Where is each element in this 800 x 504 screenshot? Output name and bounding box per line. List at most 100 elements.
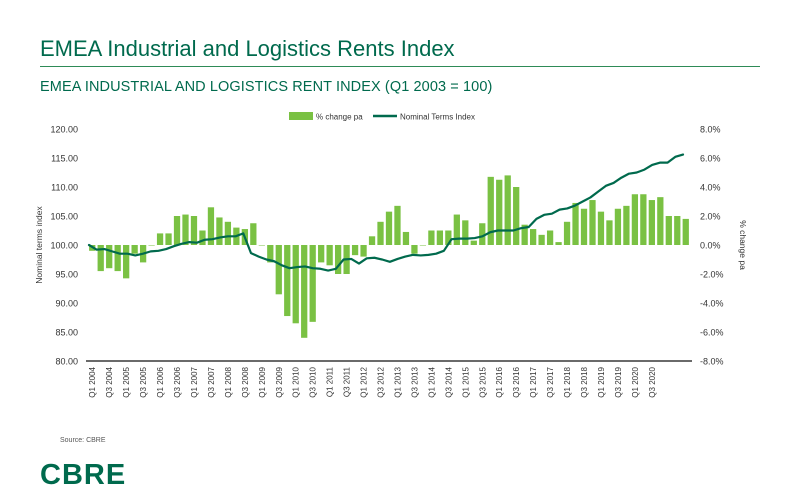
page-title: EMEA Industrial and Logistics Rents Inde… bbox=[40, 36, 455, 61]
x-tick-label: Q3 2012 bbox=[377, 366, 386, 397]
legend-swatch-bar bbox=[289, 112, 313, 120]
x-tick-label: Q3 2013 bbox=[410, 366, 419, 397]
y-left-tick-label: 100.00 bbox=[50, 241, 78, 251]
x-tick-label: Q3 2010 bbox=[309, 366, 318, 397]
x-tick-label: Q1 2012 bbox=[360, 366, 369, 397]
x-tick-label: Q1 2020 bbox=[631, 366, 640, 397]
bar bbox=[250, 223, 257, 245]
x-tick-label: Q1 2009 bbox=[258, 366, 267, 397]
bar bbox=[614, 208, 622, 245]
bar bbox=[546, 230, 554, 245]
bar bbox=[665, 216, 672, 245]
bar bbox=[419, 245, 427, 246]
bar bbox=[496, 179, 503, 245]
bar bbox=[123, 245, 130, 279]
bar bbox=[513, 187, 520, 245]
title-divider bbox=[40, 66, 760, 67]
bar bbox=[216, 217, 223, 245]
x-tick-label: Q3 2019 bbox=[614, 366, 623, 397]
x-tick-label: Q3 2011 bbox=[343, 366, 352, 397]
index-line bbox=[87, 153, 685, 272]
rent-index-chart: % change pa Nominal Terms Index 120.00 115… bbox=[34, 112, 748, 398]
bar bbox=[394, 205, 401, 245]
x-tick-label: Q1 2019 bbox=[597, 366, 606, 397]
chart-legend: % change pa Nominal Terms Index bbox=[289, 112, 475, 122]
bar bbox=[436, 230, 444, 245]
y-right-tick-label: 2.0% bbox=[700, 212, 721, 222]
legend-label-line: Nominal Terms Index bbox=[400, 113, 475, 122]
bar bbox=[453, 214, 460, 245]
x-tick-label: Q1 2014 bbox=[427, 366, 436, 397]
bar bbox=[470, 240, 477, 245]
x-tick-label: Q3 2016 bbox=[512, 366, 521, 397]
x-tick-label: Q1 2017 bbox=[529, 366, 538, 397]
bar bbox=[572, 202, 579, 245]
bar bbox=[360, 245, 367, 257]
bar bbox=[156, 233, 164, 245]
bar bbox=[284, 245, 291, 317]
y-right-tick-label: 8.0% bbox=[700, 125, 721, 135]
y-left-tick-label: 95.00 bbox=[55, 270, 78, 280]
bar bbox=[106, 245, 113, 269]
x-tick-label: Q3 2014 bbox=[444, 366, 453, 397]
bar bbox=[597, 211, 605, 245]
x-tick-label: Q1 2006 bbox=[156, 366, 165, 397]
y-right-tick-label: 6.0% bbox=[700, 154, 721, 164]
bar bbox=[555, 242, 562, 245]
bar bbox=[275, 245, 282, 295]
x-tick-label: Q1 2011 bbox=[326, 366, 335, 397]
bar bbox=[190, 216, 198, 245]
bar bbox=[97, 245, 104, 272]
x-tick-label: Q3 2015 bbox=[478, 366, 487, 397]
x-tick-label: Q3 2004 bbox=[105, 366, 114, 397]
x-tick-label: Q1 2008 bbox=[224, 366, 233, 397]
y-right-tick-label: 4.0% bbox=[700, 183, 721, 193]
bar bbox=[623, 205, 630, 245]
x-tick-label: Q3 2020 bbox=[648, 366, 657, 397]
bar bbox=[173, 216, 181, 245]
bar bbox=[589, 200, 596, 245]
bar bbox=[258, 245, 265, 246]
bar bbox=[292, 245, 299, 324]
x-tick-label: Q1 2004 bbox=[88, 366, 97, 397]
x-tick-label: Q1 2015 bbox=[461, 366, 470, 397]
bar bbox=[504, 175, 511, 245]
legend-label-bar: % change pa bbox=[316, 113, 363, 122]
bar bbox=[487, 176, 494, 245]
bar bbox=[267, 245, 274, 263]
x-tick-label: Q1 2010 bbox=[292, 366, 301, 397]
x-tick-label: Q3 2005 bbox=[139, 366, 148, 397]
bar bbox=[674, 216, 681, 245]
bar bbox=[631, 194, 639, 245]
bar bbox=[479, 223, 486, 245]
x-tick-label: Q1 2018 bbox=[563, 366, 572, 397]
bar bbox=[377, 221, 384, 245]
bar bbox=[182, 214, 189, 245]
bar bbox=[385, 211, 393, 245]
bar bbox=[148, 245, 155, 246]
bar bbox=[114, 245, 121, 272]
y-left-tick-label: 80.00 bbox=[55, 357, 78, 367]
y-left-tick-label: 110.00 bbox=[51, 183, 78, 193]
axis-labels: 120.00 115.00 110.00 105.00 100.00 95.00 90.00… bbox=[34, 125, 748, 398]
y-right-tick-label: -4.0% bbox=[700, 299, 724, 309]
bar bbox=[318, 245, 325, 263]
cbre-logo: CBRE bbox=[40, 459, 127, 491]
source-note: Source: CBRE bbox=[60, 437, 106, 444]
bar bbox=[309, 245, 316, 322]
y-left-tick-label: 85.00 bbox=[55, 328, 78, 338]
bar bbox=[521, 224, 528, 245]
bar bbox=[640, 194, 647, 245]
bar bbox=[199, 230, 206, 245]
y-left-tick-label: 90.00 bbox=[55, 299, 78, 309]
bar bbox=[445, 230, 452, 245]
bar bbox=[657, 197, 664, 245]
bar bbox=[580, 208, 588, 245]
bar-series bbox=[89, 175, 689, 338]
x-tick-label: Q1 2005 bbox=[122, 366, 131, 397]
x-tick-label: Q3 2009 bbox=[275, 366, 284, 397]
x-tick-label: Q3 2008 bbox=[241, 366, 250, 397]
bar bbox=[402, 231, 410, 245]
y-left-tick-label: 105.00 bbox=[50, 212, 78, 222]
x-tick-label: Q3 2007 bbox=[207, 366, 216, 397]
